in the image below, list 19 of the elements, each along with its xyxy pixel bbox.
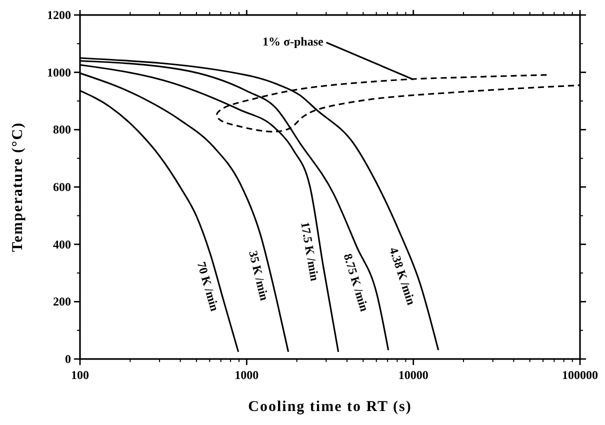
text: 8.75 K /min <box>340 252 372 314</box>
x-tick-label: 10000 <box>398 368 428 382</box>
y-tick-label: 1000 <box>47 65 71 80</box>
x-tick-label: 1000 <box>234 368 259 382</box>
y-tick-label: 0 <box>65 352 71 366</box>
x-tick-label: 100 <box>71 368 89 382</box>
x-tick-label: 100000 <box>562 368 598 382</box>
x-axis-title: Cooling time to RT (s) <box>248 399 412 415</box>
text: 17.5 K /min <box>298 220 322 282</box>
annotation: 1% σ-phase <box>262 34 324 48</box>
y-tick-label: 200 <box>53 294 71 309</box>
y-axis-title: Temperature (°C) <box>10 122 26 252</box>
y-tick-label: 1200 <box>47 8 71 22</box>
y-tick-label: 800 <box>53 122 71 137</box>
y-tick-label: 600 <box>53 180 71 194</box>
text: 35 K /min <box>246 249 272 302</box>
y-tick-label: 400 <box>53 237 71 252</box>
text: 70 K /min <box>194 260 222 313</box>
text: 4.38 K /min <box>386 246 419 307</box>
